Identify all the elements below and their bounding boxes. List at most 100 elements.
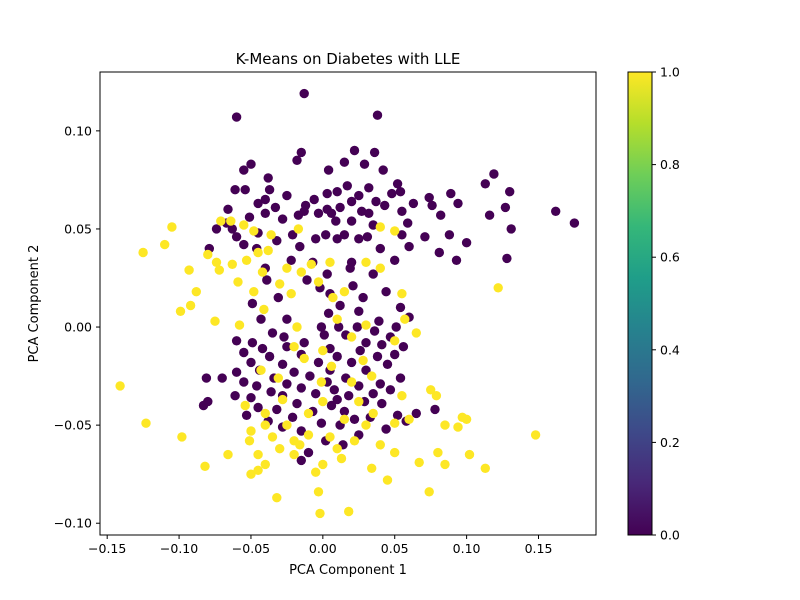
colorbar-tick-label: 1.0: [660, 65, 680, 80]
cluster-0-point: [334, 322, 344, 332]
cluster-0-point: [381, 424, 391, 434]
cluster-0-point: [211, 224, 222, 234]
cluster-1-point: [223, 449, 233, 460]
cluster-0-point: [380, 200, 390, 211]
cluster-0-point: [358, 292, 368, 303]
cluster-1-point: [277, 394, 288, 405]
cluster-0-point: [231, 336, 242, 346]
cluster-0-point: [321, 230, 331, 240]
cluster-0-point: [296, 147, 306, 158]
cluster-1-point: [311, 467, 321, 477]
cluster-0-point: [395, 187, 406, 197]
cluster-1-point: [246, 426, 256, 436]
cluster-0-point: [346, 196, 357, 207]
cluster-0-point: [392, 179, 403, 189]
cluster-0-point: [502, 253, 512, 264]
cluster-0-point: [322, 269, 332, 279]
cluster-0-point: [381, 287, 391, 297]
cluster-0-point: [272, 236, 282, 246]
cluster-0-point: [395, 373, 406, 383]
x-tick-label: 0.15: [525, 541, 553, 556]
cluster-0-point: [302, 275, 312, 285]
cluster-1-point: [234, 320, 245, 330]
cluster-0-point: [231, 367, 242, 377]
cluster-0-point: [257, 343, 268, 354]
cluster-0-point: [404, 241, 414, 252]
cluster-0-point: [408, 198, 419, 209]
cluster-0-point: [264, 351, 275, 362]
cluster-0-point: [461, 238, 472, 248]
cluster-0-point: [313, 208, 324, 218]
scatter-points: [115, 88, 580, 519]
cluster-0-point: [368, 220, 378, 230]
cluster-1-point: [184, 265, 194, 275]
cluster-1-point: [318, 396, 328, 407]
cluster-1-point: [138, 247, 148, 258]
cluster-0-point: [303, 447, 314, 458]
cluster-1-point: [296, 267, 306, 277]
cluster-0-point: [241, 410, 252, 420]
cluster-0-point: [289, 367, 299, 377]
y-tick-label: 0.05: [64, 221, 92, 236]
cluster-1-point: [226, 216, 236, 226]
cluster-0-point: [277, 214, 288, 224]
cluster-0-point: [369, 326, 380, 336]
colorbar-tick-label: 0.2: [660, 435, 680, 450]
cluster-0-point: [296, 426, 306, 436]
plot-area: −0.15 −0.10 −0.05 0.00 0.05 0.10 0.15 −0.10−0.…: [54, 71, 597, 556]
cluster-1-point: [253, 247, 263, 258]
cluster-1-point: [318, 459, 328, 470]
cluster-0-point: [382, 359, 393, 369]
cluster-1-point: [361, 320, 371, 330]
cluster-1-point: [493, 283, 503, 293]
cluster-0-point: [256, 314, 266, 324]
cluster-0-point: [371, 196, 381, 207]
cluster-0-point: [323, 165, 334, 175]
cluster-1-point: [241, 255, 252, 265]
cluster-1-point: [303, 408, 314, 419]
colorbar-tick-label: 0.6: [660, 250, 680, 265]
cluster-0-point: [361, 365, 371, 375]
cluster-0-point: [198, 400, 209, 411]
colorbar-tick-label: 0.0: [660, 528, 680, 543]
cluster-0-point: [240, 185, 250, 195]
y-tick-label: 0.00: [64, 320, 92, 335]
cluster-0-point: [296, 455, 306, 466]
cluster-0-point: [230, 391, 240, 401]
cluster-1-point: [339, 287, 350, 297]
cluster-0-point: [201, 373, 212, 383]
cluster-1-point: [453, 422, 463, 432]
cluster-0-point: [329, 385, 339, 395]
cluster-0-point: [246, 357, 256, 368]
colorbar-tick-label: 0.4: [660, 342, 680, 357]
cluster-0-point: [355, 345, 365, 356]
cluster-1-point: [286, 289, 296, 299]
x-axis: −0.15 −0.10 −0.05 0.00 0.05 0.10 0.15: [88, 535, 552, 556]
cluster-0-point: [247, 298, 258, 309]
cluster-1-point: [325, 257, 335, 267]
cluster-0-point: [352, 322, 362, 332]
cluster-0-point: [332, 351, 342, 362]
cluster-0-point: [398, 342, 409, 352]
cluster-1-point: [272, 493, 282, 503]
cluster-0-point: [364, 183, 374, 193]
cluster-0-point: [335, 202, 345, 213]
colorbar: 0.0 0.2 0.4 0.6 0.8 1.0: [627, 65, 680, 543]
cluster-1-point: [400, 314, 410, 324]
cluster-0-point: [292, 398, 302, 409]
cluster-0-point: [231, 232, 242, 242]
cluster-1-point: [275, 444, 285, 454]
cluster-0-point: [227, 224, 237, 234]
cluster-0-point: [262, 275, 272, 285]
cluster-0-point: [339, 157, 350, 167]
cluster-0-point: [375, 379, 385, 389]
cluster-1-point: [214, 265, 224, 275]
cluster-0-point: [377, 340, 387, 350]
y-axis-label: PCA Component 2: [27, 245, 42, 363]
cluster-1-point: [382, 475, 393, 485]
cluster-0-point: [364, 208, 374, 218]
chart-title: K-Means on Diabetes with LLE: [236, 50, 461, 68]
cluster-1-point: [303, 430, 314, 440]
cluster-1-point: [332, 444, 342, 454]
cluster-1-point: [411, 328, 421, 338]
